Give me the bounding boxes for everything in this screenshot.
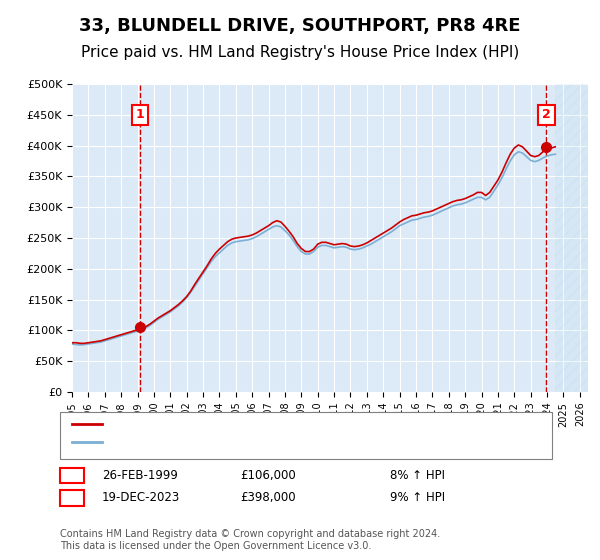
Bar [555,84,600,392]
Text: 2: 2 [542,108,551,122]
Text: 1: 1 [68,469,76,482]
Text: 26-FEB-1999: 26-FEB-1999 [102,469,178,482]
Text: £398,000: £398,000 [240,491,296,505]
Text: HPI: Average price, detached house, Sefton: HPI: Average price, detached house, Seft… [105,437,347,447]
Text: 8% ↑ HPI: 8% ↑ HPI [390,469,445,482]
Text: £106,000: £106,000 [240,469,296,482]
Text: 9% ↑ HPI: 9% ↑ HPI [390,491,445,505]
Text: Price paid vs. HM Land Registry's House Price Index (HPI): Price paid vs. HM Land Registry's House … [81,45,519,60]
Text: 33, BLUNDELL DRIVE, SOUTHPORT, PR8 4RE (detached house): 33, BLUNDELL DRIVE, SOUTHPORT, PR8 4RE (… [105,419,453,429]
Text: 19-DEC-2023: 19-DEC-2023 [102,491,180,505]
Text: 33, BLUNDELL DRIVE, SOUTHPORT, PR8 4RE: 33, BLUNDELL DRIVE, SOUTHPORT, PR8 4RE [79,17,521,35]
Text: 2: 2 [68,491,76,505]
Text: 1: 1 [136,108,145,122]
Text: Contains HM Land Registry data © Crown copyright and database right 2024.
This d: Contains HM Land Registry data © Crown c… [60,529,440,551]
